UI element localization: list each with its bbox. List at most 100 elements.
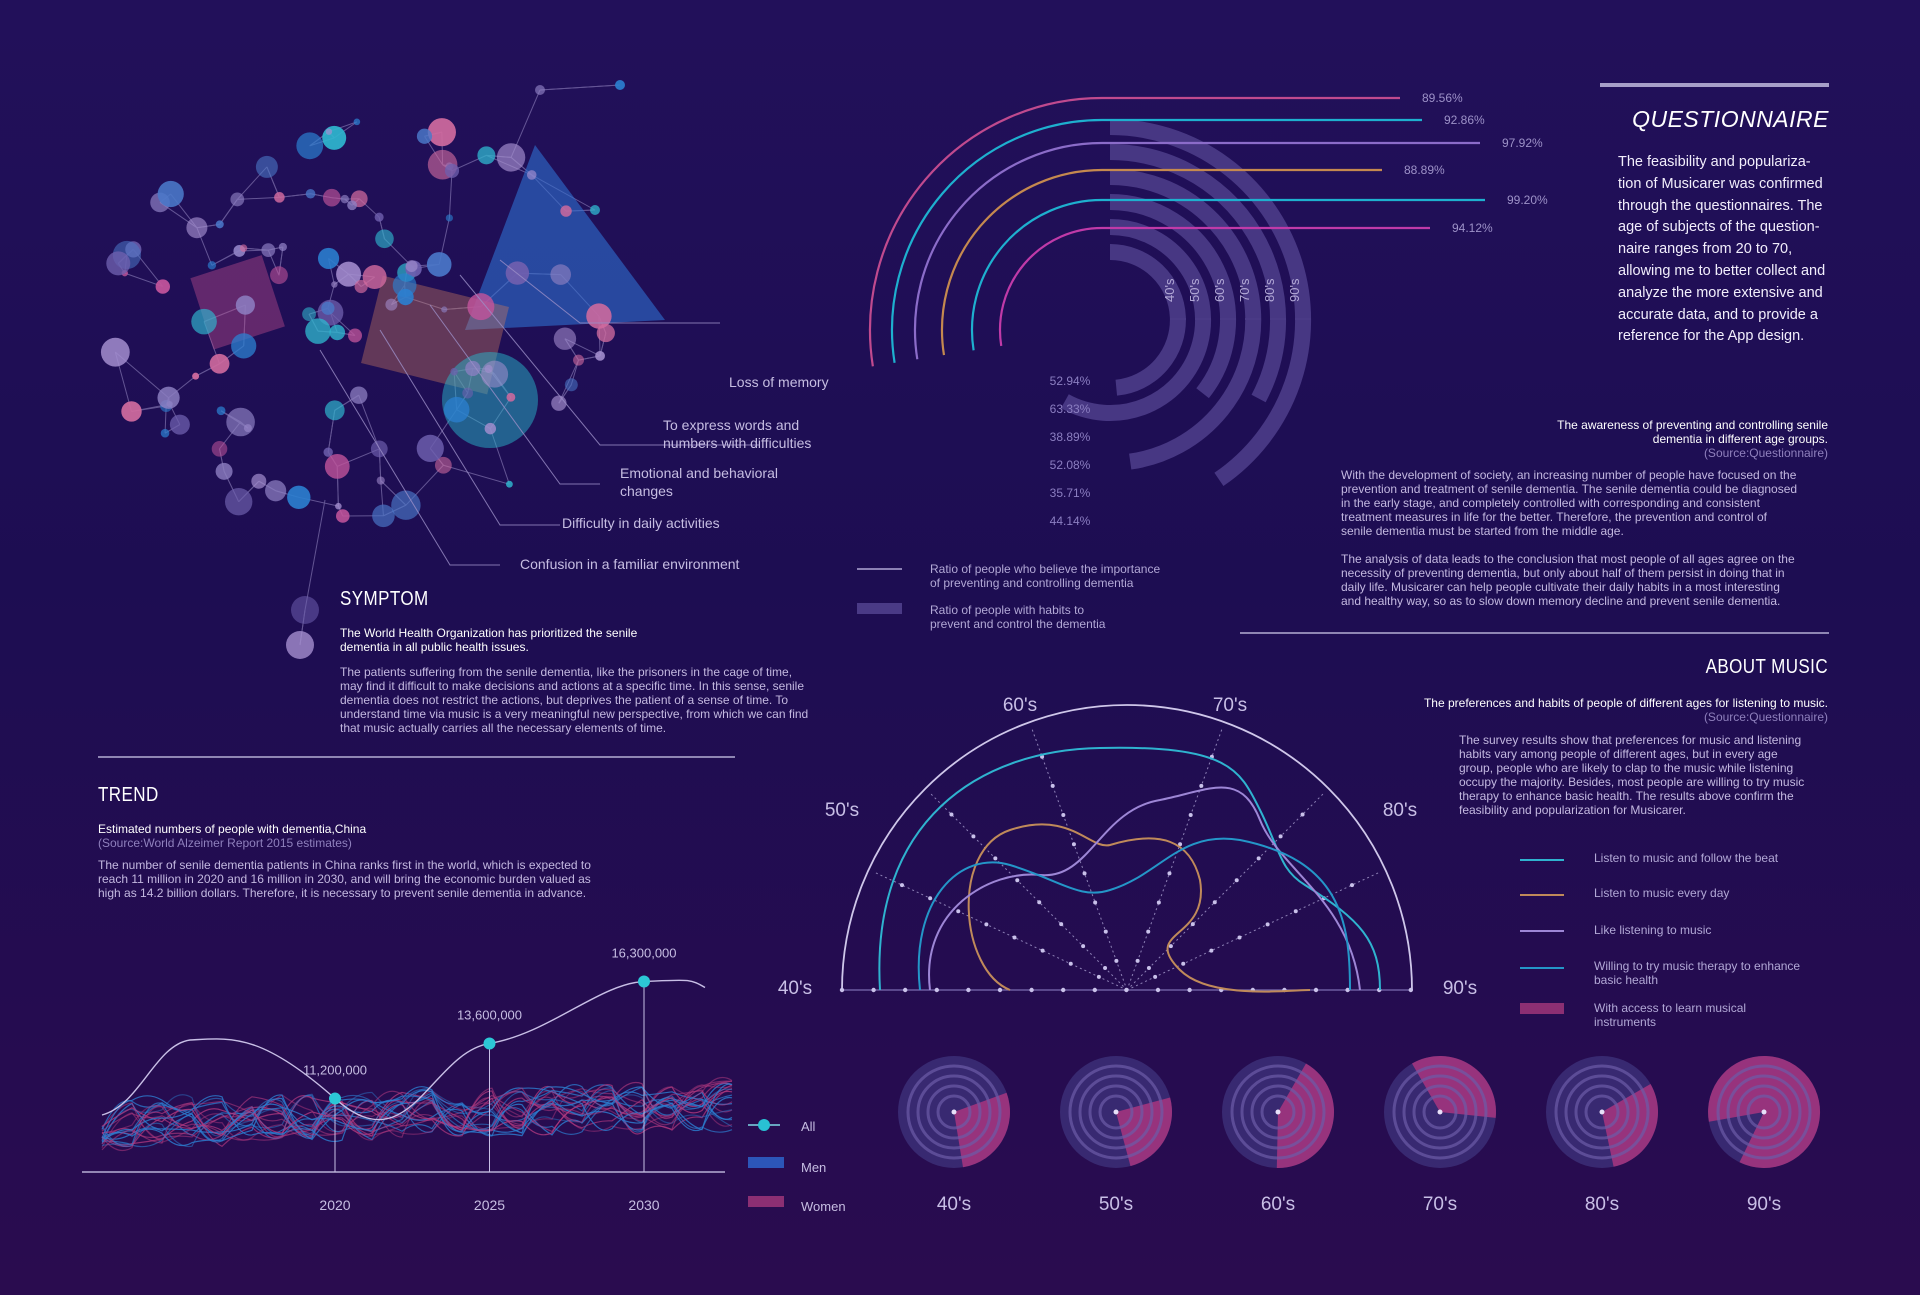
network-node: [261, 243, 276, 258]
symptom-label-confusion: Confusion in a familiar environment: [520, 556, 740, 572]
network-node: [286, 631, 314, 659]
pie-center: [951, 1109, 957, 1115]
trend-series-men: [101, 1088, 733, 1148]
network-node: [209, 353, 230, 374]
pie-ring: [906, 1064, 1002, 1160]
spoke-tick: [928, 896, 933, 901]
awareness-value-label: 88.89%: [1404, 163, 1445, 177]
baseline-tick: [1345, 987, 1350, 993]
network-node: [405, 260, 418, 273]
para2-line: daily life. Musicarer can help people cu…: [1341, 580, 1780, 594]
baseline-tick: [1029, 987, 1034, 993]
network-node: [484, 364, 493, 373]
habit-bar-cap: [1295, 318, 1311, 320]
trend-legend: All Men Women: [748, 1119, 846, 1214]
music-legend-swatch-like: [1520, 930, 1564, 932]
spoke-tick: [1190, 922, 1195, 927]
pie-ring: [1068, 1064, 1164, 1160]
pie-ring: [1554, 1064, 1650, 1160]
music-age-label-90's: 90's: [1443, 978, 1477, 999]
music-body-line: occupy the majority. Besides, most peopl…: [1459, 775, 1805, 789]
network-node: [186, 217, 208, 239]
pie-ring: [1392, 1064, 1488, 1160]
spoke-tick: [1209, 948, 1214, 953]
habit-value-label: 38.89%: [1050, 430, 1091, 444]
para2-line: and healthy way, so as to slow down memo…: [1341, 594, 1781, 608]
network-node: [434, 456, 452, 474]
trend-series-men: [101, 1083, 733, 1143]
age-label-50's: 50's: [1187, 278, 1202, 302]
awareness-title-1: The awareness of preventing and controll…: [1557, 418, 1828, 432]
pie-ring: [1078, 1074, 1154, 1150]
habit-bar-cap: [1270, 318, 1286, 320]
awareness-value-label: 92.86%: [1444, 113, 1485, 127]
network-link: [539, 84, 621, 91]
spoke-tick: [1081, 944, 1086, 949]
trend-series-men: [101, 1091, 733, 1140]
pie-ring: [926, 1084, 982, 1140]
network-node: [550, 264, 571, 285]
music-legend-label-like: Like listening to music: [1594, 923, 1712, 937]
trend-series-men: [101, 1084, 733, 1146]
network-node: [291, 596, 319, 624]
trend-point: [329, 1092, 341, 1105]
music-legend-swatch-therapy: [1520, 967, 1564, 969]
network-node: [324, 400, 345, 421]
network-node: [615, 80, 625, 90]
trend-point: [638, 975, 650, 988]
baseline-tick: [966, 987, 971, 993]
para1-line: in the early stage, and completely contr…: [1341, 496, 1760, 510]
questionnaire-text-line: tion of Musicarer was confirmed: [1618, 175, 1823, 192]
spoke-tick: [971, 834, 976, 839]
music-body: The survey results show that preferences…: [1459, 733, 1839, 817]
legend-line-text-2: of preventing and controlling dementia: [930, 576, 1134, 590]
network-node: [353, 118, 361, 126]
pie-ring: [1088, 1084, 1144, 1140]
spoke-tick: [1103, 929, 1108, 934]
pie-ring: [1584, 1094, 1620, 1130]
network-node: [481, 360, 509, 388]
awareness-line-80's: [970, 198, 1485, 351]
symptom-label-words-2: numbers with difficulties: [663, 435, 812, 451]
baseline-tick: [997, 987, 1003, 993]
baseline-tick: [1408, 987, 1413, 993]
network-node: [553, 327, 577, 350]
network-node: [397, 288, 414, 306]
trend-series-women: [101, 1087, 733, 1151]
awareness-value-label: 89.56%: [1422, 91, 1463, 105]
spoke-tick: [1212, 900, 1217, 905]
spoke-tick: [1103, 966, 1108, 971]
awareness-line-50's: [890, 118, 1422, 364]
questionnaire-text-line: analyze the more extensive and: [1618, 284, 1823, 301]
trend-chart: 11,200,000 13,600,000 16,300,000 2020 2025…: [82, 946, 733, 1213]
habit-bar-cap: [1220, 318, 1236, 320]
network-node: [322, 188, 341, 207]
network-node: [317, 247, 340, 270]
trend-tick-2025: 2025: [474, 1197, 505, 1213]
spoke-tick: [1082, 871, 1087, 876]
network-node: [322, 125, 347, 150]
network-node: [441, 306, 448, 313]
spoke-tick: [993, 856, 998, 861]
network-node: [348, 328, 363, 343]
network-node: [564, 378, 578, 392]
habit-bar-90's: [1109, 119, 1312, 487]
spoke-tick: [1153, 974, 1158, 979]
network-node: [505, 480, 513, 488]
trend-body-line: reach 11 million in 2020 and 16 million …: [98, 872, 591, 886]
trend-subtitle: Estimated numbers of people with dementi…: [98, 822, 367, 836]
questionnaire-text: The feasibility and populariza- tion of …: [1618, 152, 1828, 348]
network-node: [121, 401, 142, 422]
pie-ring: [1250, 1084, 1306, 1140]
age-label-90's: 90's: [1287, 278, 1302, 302]
network-node: [215, 462, 233, 480]
awareness-chart: 52.94% 63.33% 38.89% 52.08% 35.71% 44.14% 40's…: [868, 91, 1548, 528]
spoke-tick: [1114, 958, 1119, 963]
pie-ring: [1422, 1094, 1458, 1130]
awareness-line-40's: [868, 96, 1400, 367]
network-node: [278, 242, 287, 252]
habit-value-label: 52.94%: [1050, 374, 1091, 388]
therapy-label-1: Willing to try music therapy to enhance: [1594, 959, 1801, 973]
spoke-tick: [1146, 929, 1151, 934]
awareness-line-60's: [913, 141, 1480, 360]
